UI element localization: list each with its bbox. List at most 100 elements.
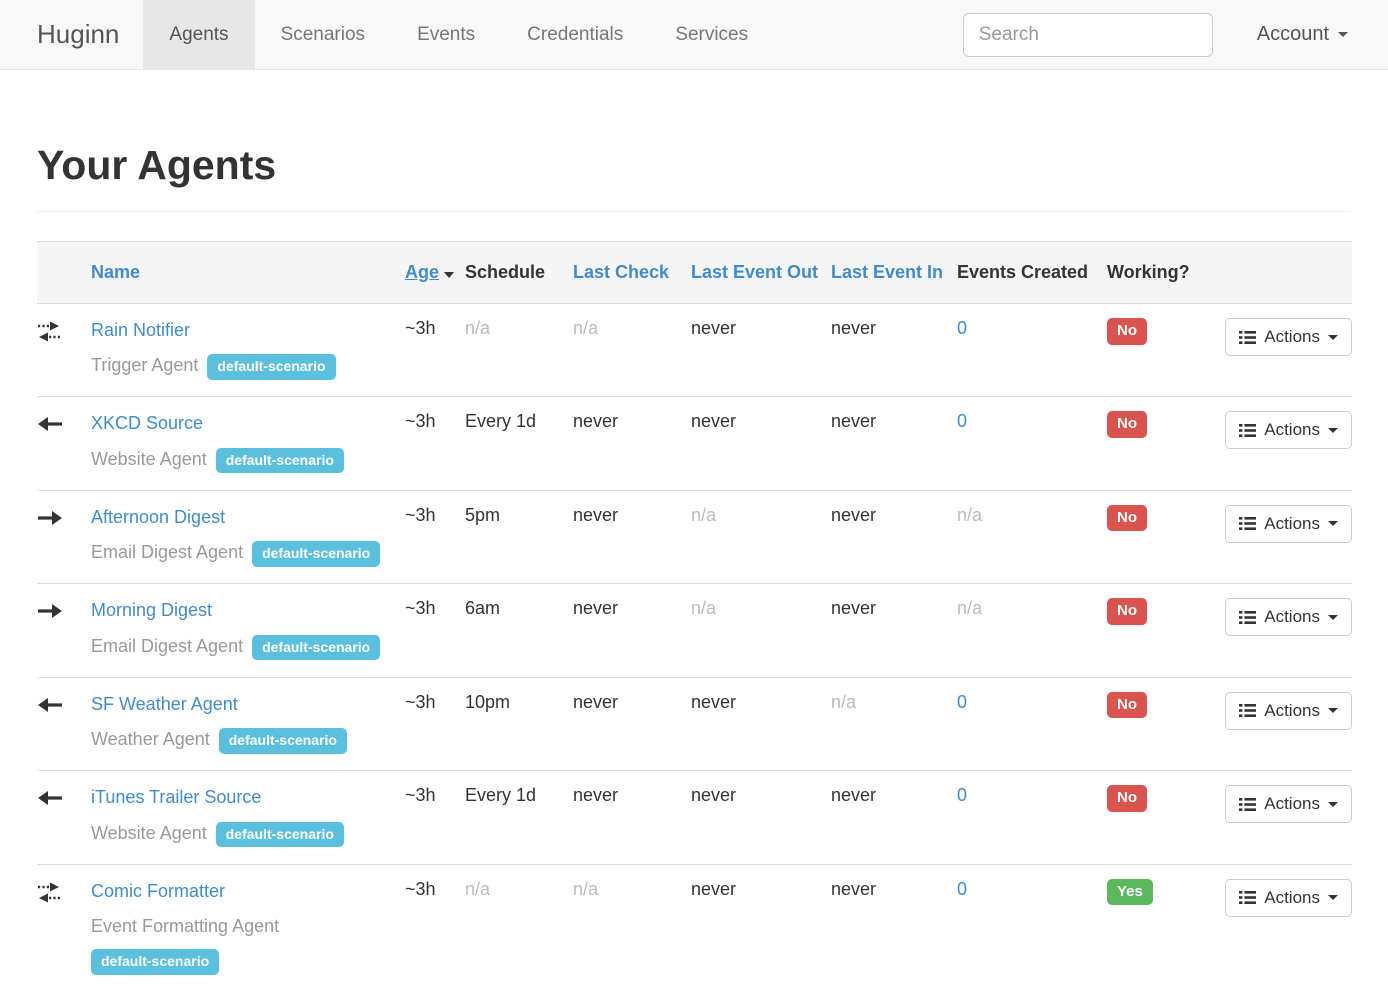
agent-events-created: n/a xyxy=(957,504,983,525)
agent-type-label: Trigger Agent xyxy=(91,355,199,376)
scenario-badge[interactable]: default-scenario xyxy=(215,447,344,474)
agent-row: iTunes Trailer Source Website Agent defaul… xyxy=(37,770,1352,865)
agent-last-event-out: never xyxy=(691,318,737,338)
agents-table: Name Age Schedule Last Check Last Event … xyxy=(37,241,1352,992)
nav-item-agents[interactable]: Agents xyxy=(143,0,255,69)
scenario-badge[interactable]: default-scenario xyxy=(218,728,347,754)
nav-item-services[interactable]: Services xyxy=(675,23,749,45)
working-status-badge: No xyxy=(1107,318,1147,345)
actions-dropdown-button[interactable]: Actions xyxy=(1225,598,1352,637)
chevron-down-icon xyxy=(1328,427,1338,433)
actions-dropdown-button[interactable]: Actions xyxy=(1225,504,1352,543)
agent-row: Comic Formatter Event Formatting Agent def… xyxy=(37,863,1352,992)
working-status-badge: No xyxy=(1107,691,1147,719)
chevron-down-icon xyxy=(1328,334,1338,340)
agent-events-created-link[interactable]: 0 xyxy=(957,878,968,899)
list-icon xyxy=(1239,890,1257,905)
page-title: Your Agents xyxy=(37,142,277,188)
agent-row: Morning Digest Email Digest Agent default-… xyxy=(37,583,1352,678)
sort-by-name-link[interactable]: Name xyxy=(91,262,141,282)
chevron-down-icon xyxy=(1328,895,1338,901)
actions-dropdown-button[interactable]: Actions xyxy=(1225,691,1352,730)
nav-item-events[interactable]: Events xyxy=(417,23,476,45)
nav-item-scenarios[interactable]: Scenarios xyxy=(280,23,366,45)
agent-events-created-link[interactable]: 0 xyxy=(957,411,968,432)
scenario-badge[interactable]: default-scenario xyxy=(215,821,344,848)
agent-row: Afternoon Digest Email Digest Agent defaul… xyxy=(37,489,1352,584)
list-icon xyxy=(1239,610,1257,625)
agent-row: Rain Notifier Trigger Agent default-scenar… xyxy=(37,304,1352,397)
chevron-down-icon xyxy=(1338,32,1348,37)
arrow-right-icon xyxy=(37,601,63,626)
actions-button-label: Actions xyxy=(1264,887,1320,907)
agent-schedule: n/a xyxy=(465,318,491,338)
actions-dropdown-button[interactable]: Actions xyxy=(1225,411,1352,450)
agent-last-check: never xyxy=(573,411,619,432)
agent-last-event-out: never xyxy=(691,785,737,806)
sort-by-last-event-in-link[interactable]: Last Event In xyxy=(831,262,944,282)
agent-type-label: Weather Agent xyxy=(91,729,210,750)
header-age: Age xyxy=(405,241,465,304)
agent-last-event-in: never xyxy=(831,598,877,619)
agent-name-link[interactable]: SF Weather Agent xyxy=(91,693,238,714)
sort-by-last-event-out-link[interactable]: Last Event Out xyxy=(691,262,819,282)
header-working: Working? xyxy=(1107,241,1217,304)
search-input[interactable] xyxy=(962,12,1213,57)
actions-button-label: Actions xyxy=(1264,420,1320,440)
agent-schedule: 5pm xyxy=(465,504,501,525)
arrow-left-icon xyxy=(37,695,63,720)
agent-row: XKCD Source Website Agent default-scenario… xyxy=(37,396,1352,491)
actions-button-label: Actions xyxy=(1264,327,1320,346)
nav-spacer xyxy=(774,0,963,69)
agent-events-created-link[interactable]: 0 xyxy=(957,691,968,712)
scenario-badge[interactable]: default-scenario xyxy=(252,541,381,567)
nav-item-credentials[interactable]: Credentials xyxy=(527,23,624,45)
agent-age: ~3h xyxy=(405,691,436,712)
working-status-badge: No xyxy=(1107,411,1147,438)
working-status-badge: No xyxy=(1107,598,1147,625)
agent-last-event-in: n/a xyxy=(831,691,857,712)
agent-last-check: never xyxy=(573,504,619,525)
header-icon-spacer xyxy=(37,241,91,304)
actions-dropdown-button[interactable]: Actions xyxy=(1225,878,1352,917)
table-header-row: Name Age Schedule Last Check Last Event … xyxy=(37,241,1352,304)
brand-logo[interactable]: Huginn xyxy=(37,19,120,49)
agent-age: ~3h xyxy=(405,785,436,806)
agent-schedule: n/a xyxy=(465,878,491,899)
scenario-badge[interactable]: default-scenario xyxy=(91,949,220,975)
account-label: Account xyxy=(1256,23,1329,45)
list-icon xyxy=(1239,330,1257,345)
header-events-created: Events Created xyxy=(957,241,1107,304)
chevron-down-icon xyxy=(1328,521,1338,527)
agent-events-created-link[interactable]: 0 xyxy=(957,785,968,806)
agent-name-link[interactable]: Rain Notifier xyxy=(91,320,191,340)
list-icon xyxy=(1239,797,1257,812)
agent-events-created: n/a xyxy=(957,598,983,619)
sort-by-age-link[interactable]: Age xyxy=(405,262,440,282)
header-actions-spacer xyxy=(1217,241,1352,304)
scenario-badge[interactable]: default-scenario xyxy=(207,354,336,380)
agent-name-link[interactable]: Afternoon Digest xyxy=(91,506,226,527)
agent-name-link[interactable]: Morning Digest xyxy=(91,600,213,621)
agent-events-created-link[interactable]: 0 xyxy=(957,318,968,338)
agent-last-event-out: never xyxy=(691,878,737,899)
agent-name-link[interactable]: iTunes Trailer Source xyxy=(91,787,262,808)
agent-name-link[interactable]: XKCD Source xyxy=(91,413,204,434)
account-menu[interactable]: Account xyxy=(1257,0,1348,69)
main-content: Your Agents Name Age Schedule Last Check xyxy=(0,142,1388,992)
agent-age: ~3h xyxy=(405,411,436,432)
actions-dropdown-button[interactable]: Actions xyxy=(1225,318,1352,356)
agent-name-link[interactable]: Comic Formatter xyxy=(91,880,226,901)
agent-last-event-out: never xyxy=(691,411,737,432)
actions-dropdown-button[interactable]: Actions xyxy=(1225,785,1352,824)
agent-row: SF Weather Agent Weather Agent default-sce… xyxy=(37,676,1352,771)
agent-age: ~3h xyxy=(405,318,436,338)
header-last-check: Last Check xyxy=(573,241,691,304)
agent-last-check: n/a xyxy=(573,318,599,338)
scenario-badge[interactable]: default-scenario xyxy=(252,634,381,661)
working-status-badge: No xyxy=(1107,504,1147,532)
sort-by-last-check-link[interactable]: Last Check xyxy=(573,262,670,282)
actions-button-label: Actions xyxy=(1264,700,1320,720)
agent-last-event-out: n/a xyxy=(691,598,717,619)
arrow-left-icon xyxy=(37,788,63,813)
